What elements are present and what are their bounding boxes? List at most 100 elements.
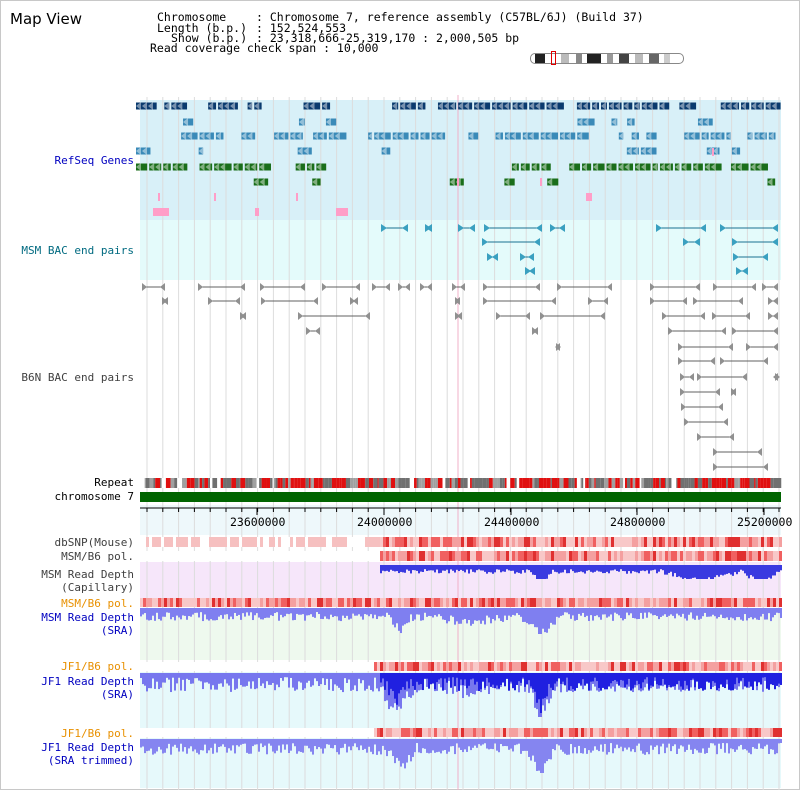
gene-block	[136, 147, 151, 155]
chromosome-ideogram[interactable]	[530, 53, 684, 64]
bac-end	[772, 224, 778, 232]
repeat-segment	[608, 478, 612, 488]
msm-sra-bar	[338, 608, 340, 621]
msm-pol-cell	[728, 551, 731, 561]
track-label-msm-depth-capillary[interactable]: MSM Read Depth	[41, 568, 134, 581]
msm-sra-bar	[584, 608, 586, 618]
repeat-segment	[754, 478, 756, 488]
dbsnp-cell	[533, 537, 536, 547]
jf1-pol-cell	[482, 662, 485, 671]
gene-block	[199, 132, 214, 140]
jf1-sra-dark-bar	[666, 673, 668, 688]
gene-block	[449, 178, 464, 186]
bac-end	[772, 238, 778, 246]
jf1-trim-bar	[210, 739, 212, 748]
jf1-trim-bar	[662, 739, 664, 744]
jf1-pol-cell	[737, 662, 740, 671]
msm-capillary-bar	[426, 565, 428, 571]
bac-end	[496, 312, 501, 320]
dbsnp-cell	[281, 537, 284, 547]
bac-end	[420, 283, 425, 291]
jf1-pol-cell	[626, 662, 629, 671]
msm-capillary-bar	[624, 565, 626, 572]
track-label-repeat[interactable]: Repeat	[94, 476, 134, 489]
jf1-pol2-cell	[758, 728, 761, 737]
dbsnp-cell	[395, 537, 398, 547]
repeat-segment	[377, 478, 379, 488]
track-label-msm-b6-pol-2[interactable]: MSM/B6 pol.	[61, 597, 134, 610]
msm-sra-bar	[638, 608, 640, 620]
length-key: Length (b.p.)	[157, 21, 248, 35]
repeat-segment	[209, 478, 213, 488]
repeat-segment	[480, 478, 483, 488]
track-label-jf1-b6-pol-2[interactable]: JF1/B6 pol.	[61, 727, 134, 740]
msm-capillary-bar	[460, 565, 462, 570]
jf1-pol2-cell	[263, 728, 266, 737]
msm-sra-bar	[238, 608, 240, 615]
msm-capillary-bar	[510, 565, 512, 571]
track-label-jf1-depth-trimmed[interactable]: JF1 Read Depth	[41, 741, 134, 754]
jf1-trim-bar	[678, 739, 680, 749]
jf1-sra-dark-bar	[718, 673, 720, 689]
msm-capillary-bar	[780, 565, 782, 571]
jf1-trim-bar	[284, 739, 286, 750]
track-label-msm-bac[interactable]: MSM BAC end pairs	[21, 244, 134, 257]
jf1-sra-bar	[566, 673, 568, 692]
jf1-pol2-cell	[734, 728, 737, 737]
track-label-msm-depth-sra[interactable]: MSM Read Depth	[41, 611, 134, 624]
repeat-segment	[650, 478, 654, 488]
jf1-trim-bar	[306, 739, 308, 746]
msm-sra-bar	[774, 608, 776, 615]
msm-pol-cell	[512, 551, 515, 561]
msm-capillary-bar	[600, 565, 602, 572]
msm-pol2-cell	[587, 598, 590, 607]
jf1-sra-dark-bar	[736, 673, 738, 678]
track-label-jf1-depth-sra[interactable]: JF1 Read Depth	[41, 675, 134, 688]
msm-sra-bar	[266, 608, 268, 618]
dbsnp-cell	[230, 537, 233, 547]
msm-sra-bar	[202, 608, 204, 622]
jf1-trim-bar	[754, 739, 756, 749]
msm-pol-cell	[401, 551, 404, 561]
track-label-msm-b6-pol-1[interactable]: MSM/B6 pol.	[61, 550, 134, 563]
msm-sra-bar	[208, 608, 210, 621]
jf1-pol2-cell	[275, 728, 278, 737]
msm-sra-bar	[422, 608, 424, 621]
dbsnp-cell	[653, 537, 656, 547]
track-label-refseq[interactable]: RefSeq Genes	[54, 154, 134, 167]
jf1-pol2-cell	[296, 728, 299, 737]
msm-capillary-bar	[480, 565, 482, 571]
msm-pol-cell	[440, 551, 443, 561]
repeat-segment	[630, 478, 633, 488]
msm-capillary-bar	[524, 565, 526, 573]
msm-sra-bar	[292, 608, 294, 621]
jf1-sra-bar	[310, 673, 312, 687]
msm-sra-bar	[628, 608, 630, 616]
jf1-trim-bar	[192, 739, 194, 752]
msm-pol-cell	[695, 551, 698, 561]
jf1-pol-cell	[620, 662, 623, 671]
jf1-sra-dark-bar	[626, 673, 628, 685]
track-label-dbsnp[interactable]: dbSNP(Mouse)	[54, 536, 134, 549]
msm-sra-bar	[360, 608, 362, 617]
msm-sra-bar	[662, 608, 664, 616]
jf1-trim-bar	[588, 739, 590, 751]
jf1-trim-bar	[706, 739, 708, 754]
bac-end	[738, 297, 743, 305]
gene-block	[247, 102, 253, 110]
msm-sra-bar	[636, 608, 638, 620]
jf1-pol-cell	[560, 662, 563, 671]
jf1-sra-bar	[148, 673, 150, 689]
msm-pol2-cell	[302, 598, 305, 607]
msm-capillary-bar	[574, 565, 576, 573]
jf1-pol-cell	[779, 662, 782, 671]
jf1-sra-dark-bar	[462, 673, 464, 686]
jf1-trim-bar	[482, 739, 484, 745]
jf1-pol-cell	[293, 662, 296, 671]
track-label-b6n-bac[interactable]: B6N BAC end pairs	[21, 371, 134, 384]
jf1-pol2-cell	[440, 728, 443, 737]
msm-pol2-cell	[533, 598, 536, 607]
track-label-jf1-b6-pol-1[interactable]: JF1/B6 pol.	[61, 660, 134, 673]
